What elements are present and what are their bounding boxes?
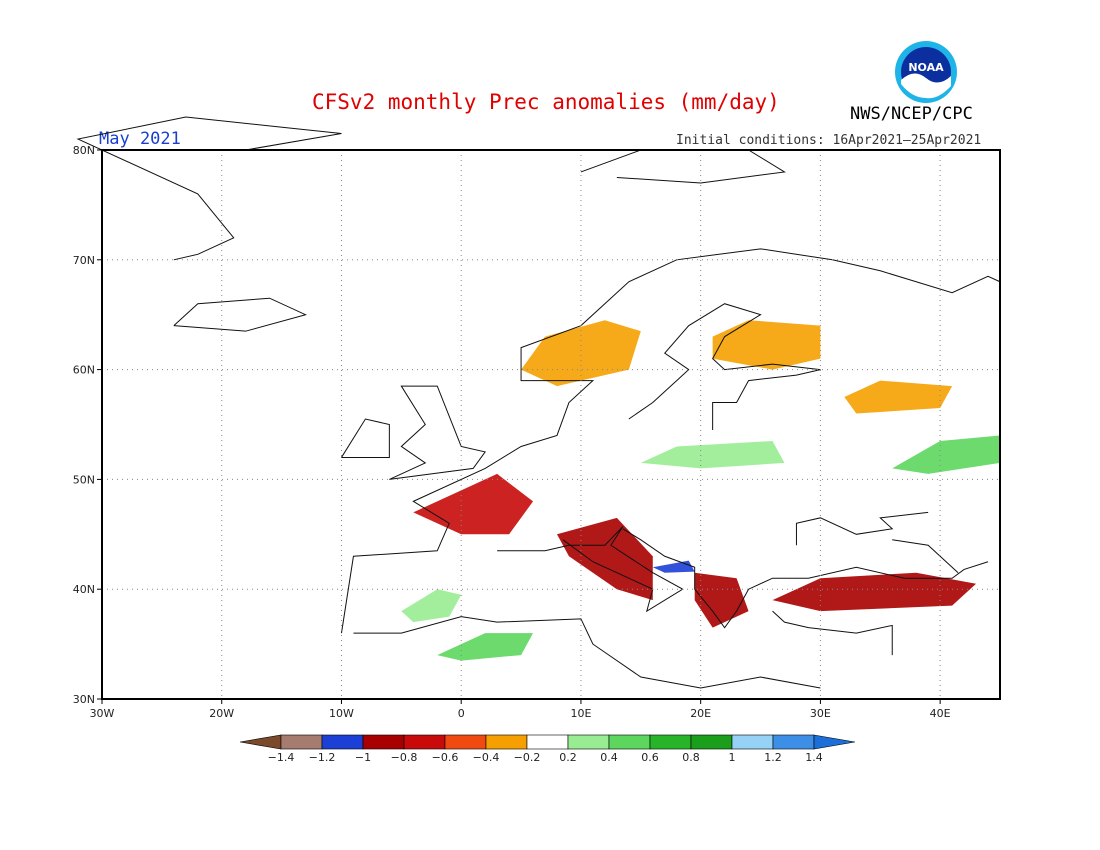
- colorbar-bin: [526, 734, 569, 750]
- anomaly-region: [892, 435, 1000, 474]
- colorbar-label: 0.6: [641, 751, 659, 764]
- coastline: [173, 297, 308, 332]
- coastline: [795, 511, 929, 546]
- colorbar-label: 1.2: [764, 751, 782, 764]
- colorbar-label: −1: [355, 751, 371, 764]
- agency-label: NWS/NCEP/CPC: [850, 104, 973, 124]
- colorbar-bin: [567, 734, 610, 750]
- colorbar-label: 0.8: [682, 751, 700, 764]
- colorbar-label: −0.6: [432, 751, 459, 764]
- coastline: [497, 526, 684, 613]
- longitude-label: 20E: [690, 707, 711, 720]
- logo-text: NOAA: [908, 61, 944, 74]
- latitude-label: 40N: [73, 583, 95, 596]
- colorbar-bin: [403, 734, 446, 750]
- colorbar-arrow-low: [239, 734, 282, 750]
- latitude-label: 70N: [73, 254, 95, 267]
- coastline: [892, 539, 959, 574]
- colorbar-bin: [444, 734, 487, 750]
- colorbar-label: 1: [729, 751, 736, 764]
- colorbar-bin: [280, 734, 323, 750]
- colorbar-label: 1.4: [805, 751, 823, 764]
- noaa-logo: NOAA: [895, 41, 957, 103]
- longitude-label: 40E: [930, 707, 951, 720]
- map-frame: [101, 149, 1001, 700]
- anomaly-region: [772, 572, 977, 612]
- colorbar-label: −0.8: [391, 751, 418, 764]
- colorbar-label: 0.2: [559, 751, 577, 764]
- colorbar-label: −1.4: [268, 751, 295, 764]
- colorbar-bin: [362, 734, 405, 750]
- coastline: [622, 528, 989, 629]
- colorbar-label: 0.4: [600, 751, 618, 764]
- coastline: [341, 418, 390, 458]
- anomaly-region: [437, 633, 534, 661]
- longitude-label: 30W: [90, 707, 115, 720]
- anomaly-region: [844, 380, 953, 414]
- coastline: [340, 248, 1001, 634]
- initial-conditions-label: Initial conditions: 16Apr2021–25Apr2021: [676, 133, 982, 148]
- map-title: CFSv2 monthly Prec anomalies (mm/day): [312, 90, 780, 114]
- colorbar-bin: [690, 734, 733, 750]
- colorbar-bins: −1.4 −1.2 −1 −0.8 −0.6 −0.4 −0.2 0.2 0.4 0.6 0.8 1 1…: [239, 734, 856, 764]
- longitude-label: 30E: [810, 707, 831, 720]
- latitude-label: 60N: [73, 364, 95, 377]
- colorbar-bin: [608, 734, 651, 750]
- month-label: May 2021: [99, 129, 181, 149]
- anomaly-region: [556, 517, 653, 601]
- colorbar-bin: [772, 734, 815, 750]
- latitude-label: 30N: [73, 693, 95, 706]
- anomaly-region: [401, 589, 462, 623]
- coastline: [580, 149, 786, 184]
- colorbar-bin: [731, 734, 774, 750]
- anomaly-region: [640, 440, 785, 469]
- coastline: [353, 616, 821, 689]
- colorbar-bin: [485, 734, 528, 750]
- coastline: [628, 303, 821, 430]
- colorbar-bin: [321, 734, 364, 750]
- colorbar-bin: [649, 734, 692, 750]
- latitude-label: 50N: [73, 473, 95, 486]
- longitude-label: 10W: [329, 707, 354, 720]
- colorbar-label: −1.2: [309, 751, 336, 764]
- latitude-label: 80N: [73, 144, 95, 157]
- colorbar-arrow-high: [813, 734, 856, 750]
- longitude-label: 0: [458, 707, 465, 720]
- coastline: [772, 610, 893, 656]
- longitude-label: 10E: [570, 707, 591, 720]
- coastline: [389, 385, 486, 480]
- colorbar-label: −0.4: [473, 751, 500, 764]
- longitude-label: 20W: [209, 707, 234, 720]
- coastline: [76, 116, 342, 261]
- anomaly-region: [712, 320, 821, 370]
- colorbar-label: −0.2: [514, 751, 541, 764]
